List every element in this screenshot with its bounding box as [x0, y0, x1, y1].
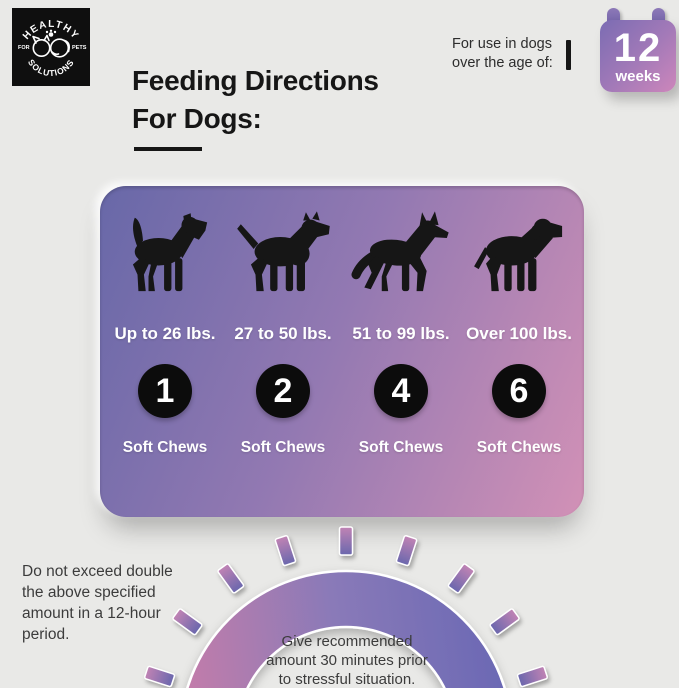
feeding-column-xlarge: Over 100 lbs. 6 Soft Chews [460, 208, 578, 517]
chew-count: 6 [509, 371, 529, 410]
chew-count: 4 [391, 371, 411, 410]
chew-count-badge: 2 [256, 364, 310, 418]
dog-german-shepherd-silhouette-icon [351, 211, 449, 292]
paw-icon [45, 29, 57, 37]
chew-count-badge: 6 [492, 364, 546, 418]
chew-count: 1 [155, 371, 175, 410]
chews-unit-label: Soft Chews [476, 439, 562, 456]
brand-logo: HEALTHY SOLUTIONS FOR PETS [12, 8, 90, 86]
calendar-unit: weeks [615, 67, 661, 85]
chew-count-badge: 4 [374, 364, 428, 418]
dog-pitbull-silhouette-icon [237, 211, 330, 292]
weight-range-label: 27 to 50 lbs. [234, 324, 332, 343]
arc-tick-rays [144, 526, 548, 688]
weight-range-label: Up to 26 lbs. [114, 324, 216, 343]
page-title: Feeding Directions For Dogs: [132, 65, 379, 134]
cat-and-dog-heads-icon [32, 34, 70, 58]
sun-arc-graphic [144, 526, 548, 688]
dosage-limit-note: Do not exceed double the above specified… [22, 563, 173, 643]
logo-left-text: FOR [18, 45, 30, 51]
calendar-body: 12 weeks [600, 20, 676, 92]
chews-unit-label: Soft Chews [358, 439, 444, 456]
chews-unit-label: Soft Chews [240, 439, 326, 456]
chews-unit-label: Soft Chews [122, 439, 208, 456]
age-note-label: For use in dogs over the age of: [452, 36, 553, 71]
timing-note: Give recommended amount 30 minutes prior… [266, 633, 428, 688]
age-note-divider [566, 40, 571, 70]
feeding-column-medium: 27 to 50 lbs. 2 Soft Chews [224, 208, 342, 517]
calendar-badge: 12 weeks [596, 6, 679, 98]
weight-range-label: 51 to 99 lbs. [352, 324, 450, 343]
chew-count: 2 [273, 371, 293, 410]
weight-range-label: Over 100 lbs. [466, 324, 572, 343]
logo-right-text: PETS [72, 45, 87, 51]
arc-ring [186, 569, 506, 688]
calendar-number: 12 [613, 25, 663, 70]
chew-count-badge: 1 [138, 364, 192, 418]
page-title-block: Feeding Directions For Dogs: [132, 62, 379, 151]
feeding-chart-card: Up to 26 lbs. 1 Soft Chews [100, 186, 584, 517]
dog-terrier-silhouette-icon [132, 213, 208, 292]
feeding-column-large: 51 to 99 lbs. 4 Soft Chews [342, 208, 460, 517]
feeding-column-small: Up to 26 lbs. 1 Soft Chews [106, 208, 224, 517]
dog-mastiff-silhouette-icon [474, 218, 563, 292]
title-underline [134, 147, 202, 151]
